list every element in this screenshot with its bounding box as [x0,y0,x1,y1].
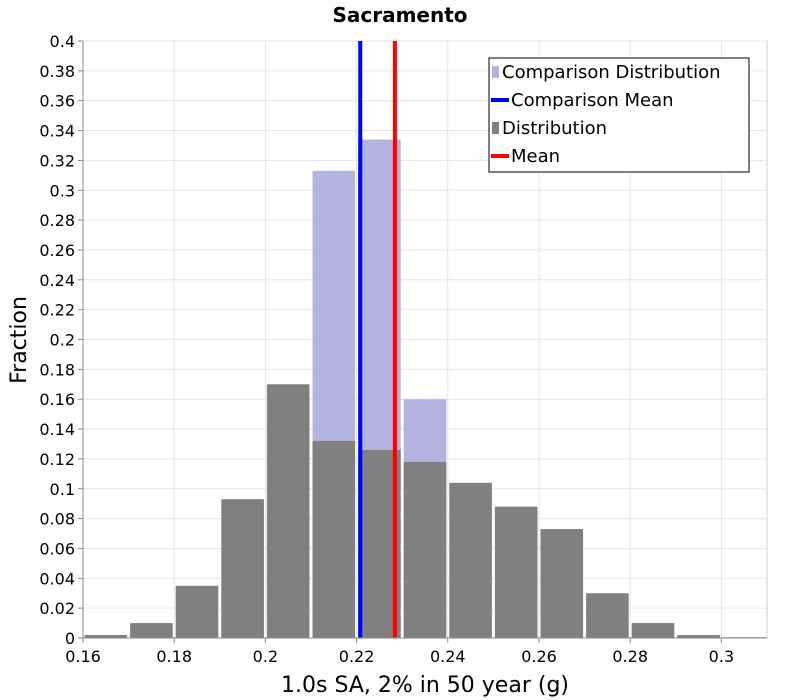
x-tick-label: 0.28 [612,647,648,666]
bar-distribution [540,529,584,638]
y-tick-label: 0.4 [50,32,75,51]
legend-swatch [492,66,499,78]
x-tick-label: 0.2 [253,647,278,666]
legend-entry: Distribution [502,118,607,139]
x-tick-labels: 0.16 0.18 0.2 0.22 0.24 0.26 0.28 0.3 [65,647,734,666]
y-tick-label: 0.32 [39,151,75,170]
x-tick-label: 0.3 [709,647,734,666]
bar-distribution [130,623,173,638]
y-tick-label: 0.08 [39,510,75,529]
y-tick-label: 0.04 [39,569,75,588]
x-tick-label: 0.22 [339,647,375,666]
bar-distribution [403,461,447,638]
bar-distribution [677,635,720,638]
bar-distribution [266,384,310,638]
legend: Comparison Distribution Comparison Mean Di… [488,57,750,173]
y-tick-label: 0.22 [39,301,75,320]
x-tick-label: 0.24 [430,647,466,666]
legend-swatch [492,122,499,134]
legend-box [488,57,750,173]
y-tick-label: 0.38 [39,62,75,81]
bar-distribution [631,623,675,638]
bar-distribution [221,499,264,638]
bar-distribution [494,506,538,638]
y-tick-label: 0.26 [39,241,75,260]
y-tick-label: 0 [65,629,75,648]
bar-distribution [586,593,629,638]
x-tick-label: 0.18 [156,647,192,666]
x-tick-label: 0.16 [65,647,101,666]
y-tick-label: 0.16 [39,390,75,409]
y-tick-label: 0.1 [50,480,75,499]
y-tick-label: 0.28 [39,211,75,230]
y-tick-label: 0.14 [39,420,75,439]
y-tick-label: 0.2 [50,331,75,350]
axes [78,40,767,643]
bar-distribution [449,482,492,638]
y-tick-label: 0.12 [39,450,75,469]
y-tick-labels: 0 0.02 0.04 0.06 0.08 0.1 0.12 0.14 0.16 0.18 0.2 0… [39,32,75,648]
y-tick-label: 0.02 [39,599,75,618]
legend-entry: Comparison Distribution [502,62,721,83]
y-axis-title: Fraction [7,296,32,384]
y-tick-label: 0.18 [39,360,75,379]
y-tick-label: 0.06 [39,539,75,558]
bar-distribution [84,635,128,638]
x-axis-title: 1.0s SA, 2% in 50 year (g) [281,673,569,698]
mean-lines [358,41,397,638]
bar-distribution [175,585,219,638]
y-tick-label: 0.36 [39,92,75,111]
y-tick-label: 0.3 [50,181,75,200]
y-tick-label: 0.24 [39,271,75,290]
bar-distribution [312,440,356,638]
y-tick-label: 0.34 [39,122,75,141]
chart-title: Sacramento [332,3,467,27]
x-tick-label: 0.26 [521,647,557,666]
legend-entry: Comparison Mean [511,90,674,111]
legend-entry: Mean [511,146,560,167]
